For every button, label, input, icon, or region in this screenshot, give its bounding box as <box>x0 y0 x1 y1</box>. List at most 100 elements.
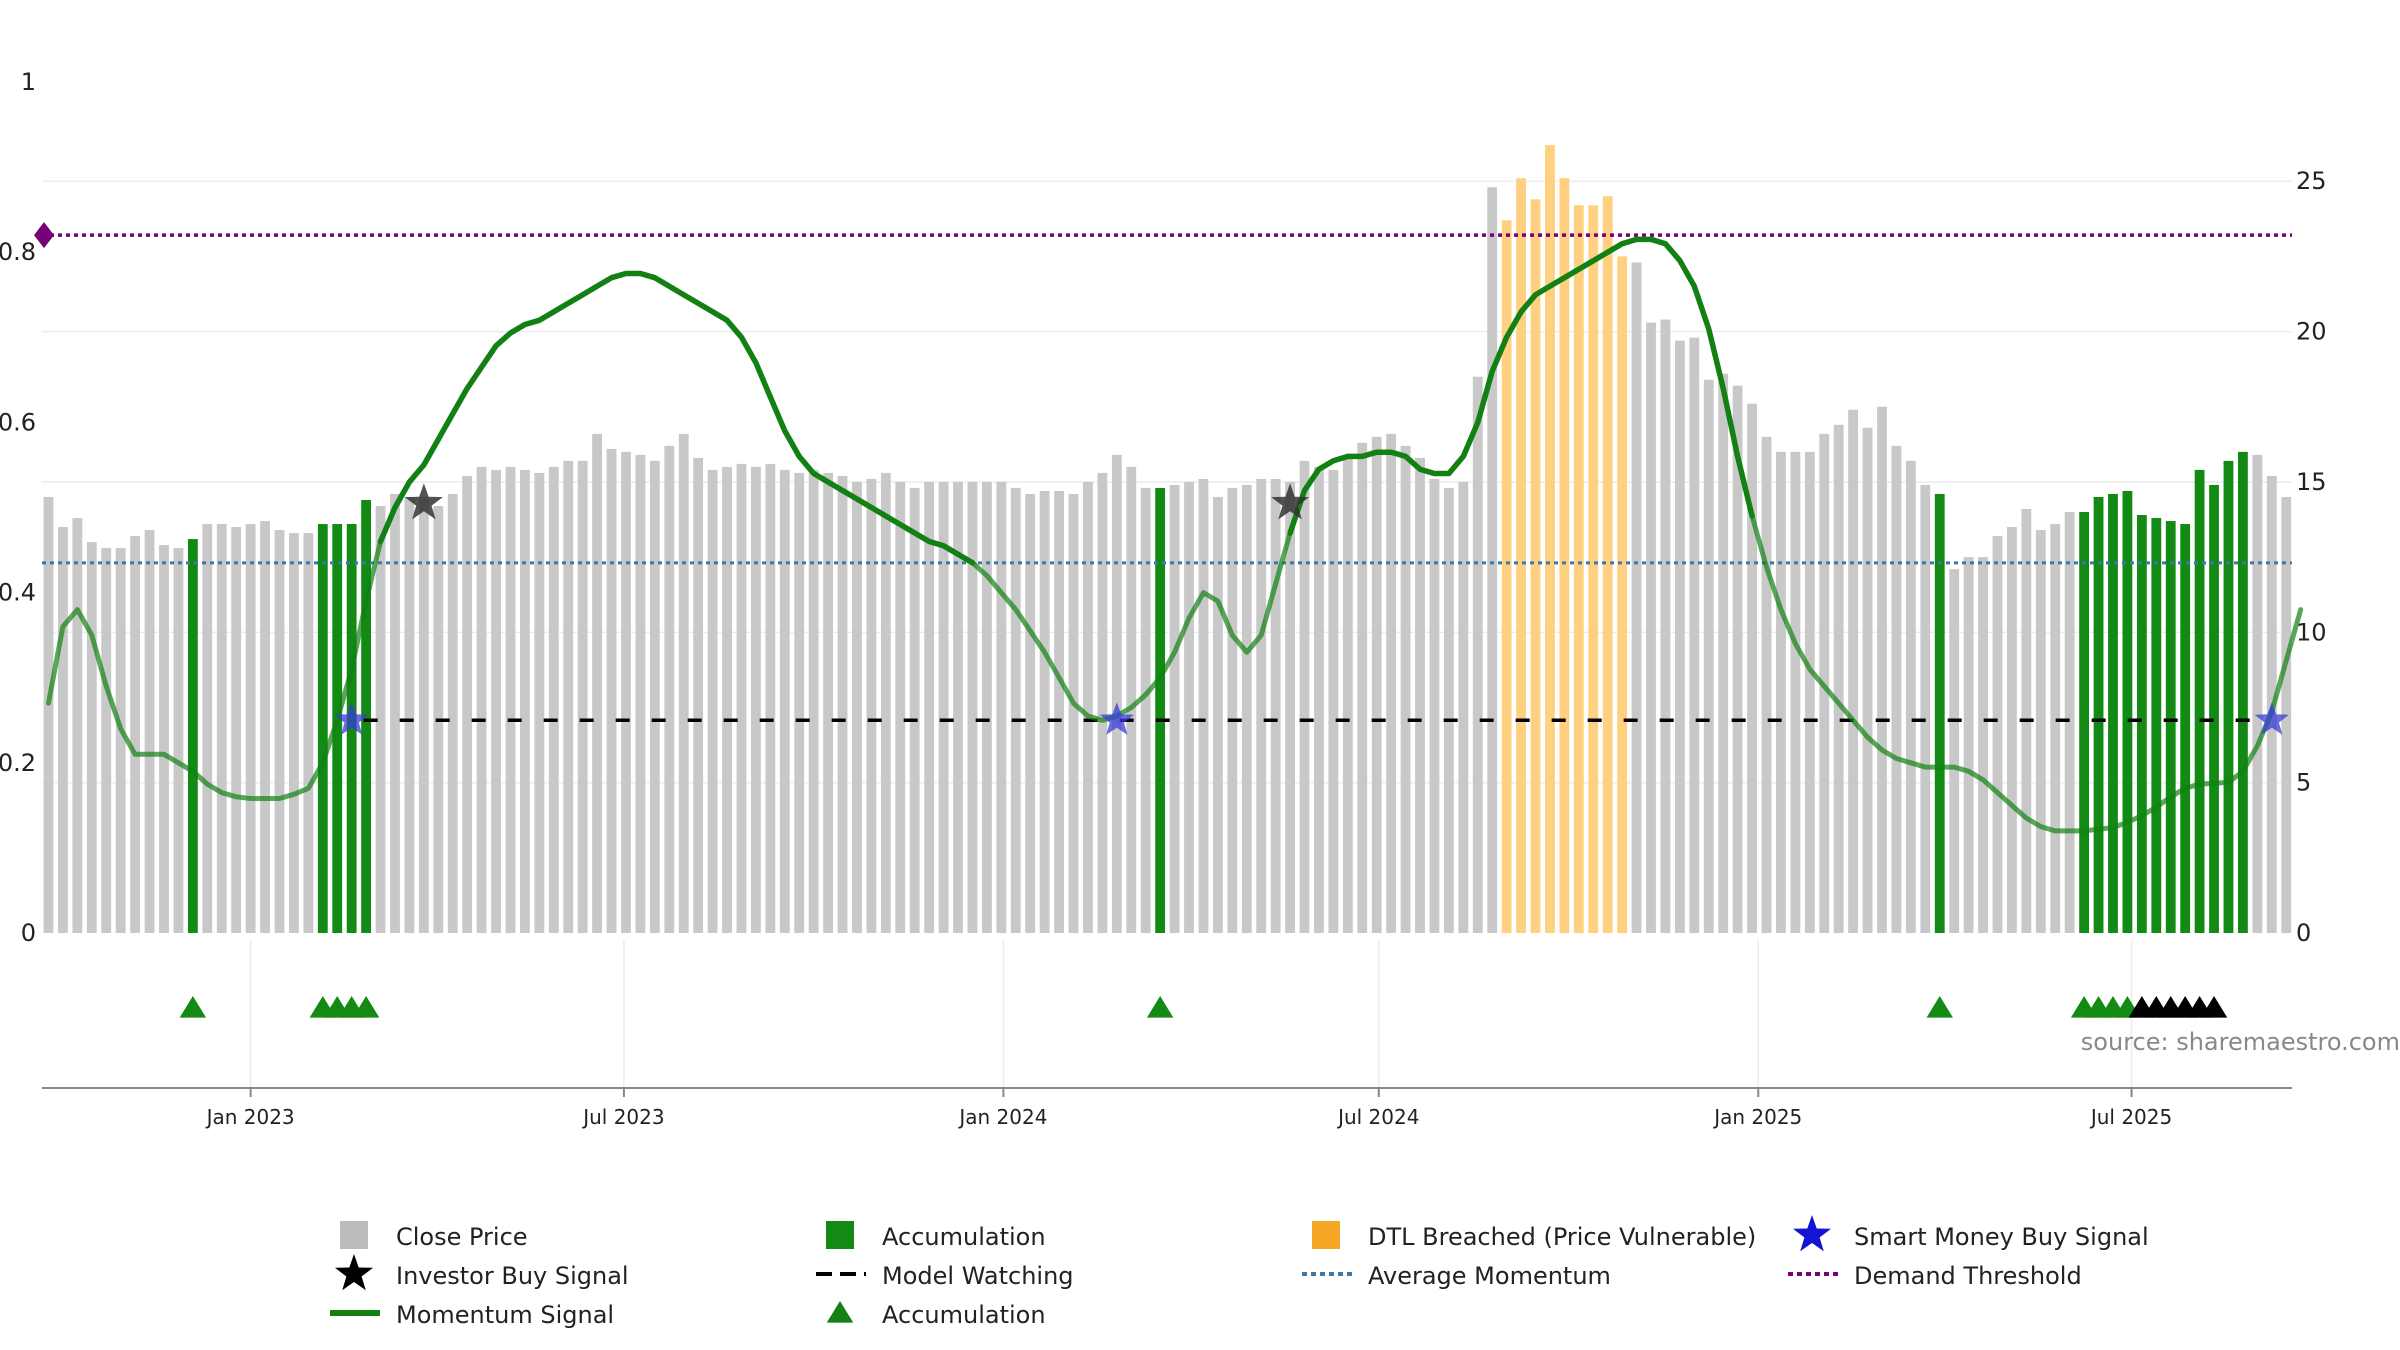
bar-dtl-breached <box>1545 145 1555 933</box>
left-tick-label: 0.8 <box>0 238 36 266</box>
bar-close-price <box>2064 512 2075 933</box>
legend-label: Momentum Signal <box>396 1301 614 1329</box>
bar-close-price <box>895 481 906 933</box>
left-tick-label: 0.4 <box>0 579 36 607</box>
bar-close-price <box>750 466 761 933</box>
bar-close-price <box>303 533 314 933</box>
bar-close-price <box>1169 484 1180 933</box>
legend-label: Accumulation <box>882 1223 1046 1251</box>
bar-close-price <box>1732 385 1743 934</box>
bar-close-price <box>866 478 877 933</box>
bar-accumulation <box>2238 451 2248 933</box>
right-tick-label: 10 <box>2296 618 2327 646</box>
bar-close-price <box>1833 424 1844 933</box>
bar-close-price <box>1992 536 2003 933</box>
bar-close-price <box>938 481 949 933</box>
bar-close-price <box>245 524 256 933</box>
momentum-signal <box>46 236 2304 834</box>
legend-item: Close Price <box>340 1221 528 1251</box>
bar-accumulation <box>2136 515 2147 933</box>
legend-item: DTL Breached (Price Vulnerable) <box>1312 1221 1756 1251</box>
bar-dtl-breached <box>1530 199 1541 933</box>
legend-label: Accumulation <box>882 1301 1046 1329</box>
reference-lines <box>34 222 2292 722</box>
bar-close-price <box>1039 490 1050 933</box>
bar-close-price <box>1415 457 1425 933</box>
bar-close-price <box>1848 409 1859 933</box>
legend-star-icon <box>1793 1215 1831 1252</box>
bar-close-price <box>1328 469 1339 933</box>
bar-close-price <box>115 548 126 933</box>
grid <box>42 180 2292 1088</box>
accumulation-markers <box>179 996 2228 1018</box>
bar-close-price <box>375 505 386 933</box>
bar-accumulation <box>2194 469 2205 933</box>
bar-close-price <box>1342 457 1353 933</box>
bar-close-price <box>880 472 891 933</box>
bar-close-price <box>1862 427 1873 933</box>
bar-close-price <box>86 542 97 933</box>
bar-close-price <box>1126 466 1137 933</box>
legend-item: Demand Threshold <box>1788 1262 2082 1290</box>
bar-close-price <box>837 475 848 933</box>
legend-label: Smart Money Buy Signal <box>1854 1223 2149 1251</box>
bar-close-price <box>924 481 935 933</box>
bar-close-price <box>1747 403 1757 933</box>
bar-close-price <box>520 469 530 933</box>
legend-label: DTL Breached (Price Vulnerable) <box>1368 1223 1756 1251</box>
bar-close-price <box>1227 487 1238 933</box>
legend-label: Demand Threshold <box>1854 1262 2082 1290</box>
bar-close-price <box>693 457 704 933</box>
bar-close-price <box>1660 319 1671 933</box>
bar-close-price <box>1646 322 1656 933</box>
legend-item: Accumulation <box>826 1301 1046 1329</box>
left-tick-label: 0.6 <box>0 408 36 436</box>
legend: Close Price Accumulation DTL Breached (Pri… <box>330 1215 2149 1329</box>
bar-accumulation <box>2093 496 2104 933</box>
bar-close-price <box>491 469 501 933</box>
bar-close-price <box>476 466 487 933</box>
legend-label: Investor Buy Signal <box>396 1262 629 1290</box>
x-tick-label: Jan 2023 <box>205 1105 295 1129</box>
bar-dtl-breached <box>1516 178 1526 934</box>
demand-threshold-marker <box>34 222 54 249</box>
bar-close-price <box>289 533 299 933</box>
bar-close-price <box>202 524 213 933</box>
bar-close-price <box>1256 478 1267 933</box>
legend-star-icon <box>335 1254 373 1291</box>
bar-close-price <box>1083 481 1093 933</box>
bar-close-price <box>231 527 242 933</box>
bar-close-price <box>808 469 819 933</box>
bar-close-price <box>909 487 920 933</box>
bar-close-price <box>1487 187 1498 934</box>
bar-close-price <box>1386 433 1397 933</box>
bar-close-price <box>144 530 155 933</box>
bar-close-price <box>274 530 285 933</box>
bar-close-price <box>664 445 675 933</box>
smart-money-star <box>1099 702 1134 735</box>
bar-close-price <box>678 433 689 933</box>
bar-accumulation <box>2209 484 2219 933</box>
source-label: source: sharemaestro.com <box>2081 1028 2400 1056</box>
left-tick-label: 0 <box>21 919 36 947</box>
bar-close-price <box>1010 487 1021 933</box>
x-tick-label: Jan 2025 <box>1712 1105 1802 1129</box>
bar-close-price <box>779 469 790 933</box>
bar-close-price <box>2007 527 2017 933</box>
x-tick-label: Jul 2023 <box>581 1105 664 1129</box>
legend-item: Momentum Signal <box>330 1301 614 1329</box>
bar-close-price <box>1068 493 1079 933</box>
bar-close-price <box>1111 454 1122 933</box>
bar-accumulation <box>2223 460 2234 933</box>
x-tick-label: Jan 2024 <box>957 1105 1047 1129</box>
bar-close-price <box>794 472 805 933</box>
bar-close-price <box>996 481 1007 933</box>
investor-buy-star <box>1271 483 1310 520</box>
bar-close-price <box>2050 524 2061 933</box>
bar-close-price <box>1689 337 1700 933</box>
legend-item: Average Momentum <box>1302 1262 1611 1290</box>
bar-close-price <box>736 463 747 933</box>
bar-accumulation <box>346 524 357 933</box>
smart-money-star <box>334 702 369 735</box>
